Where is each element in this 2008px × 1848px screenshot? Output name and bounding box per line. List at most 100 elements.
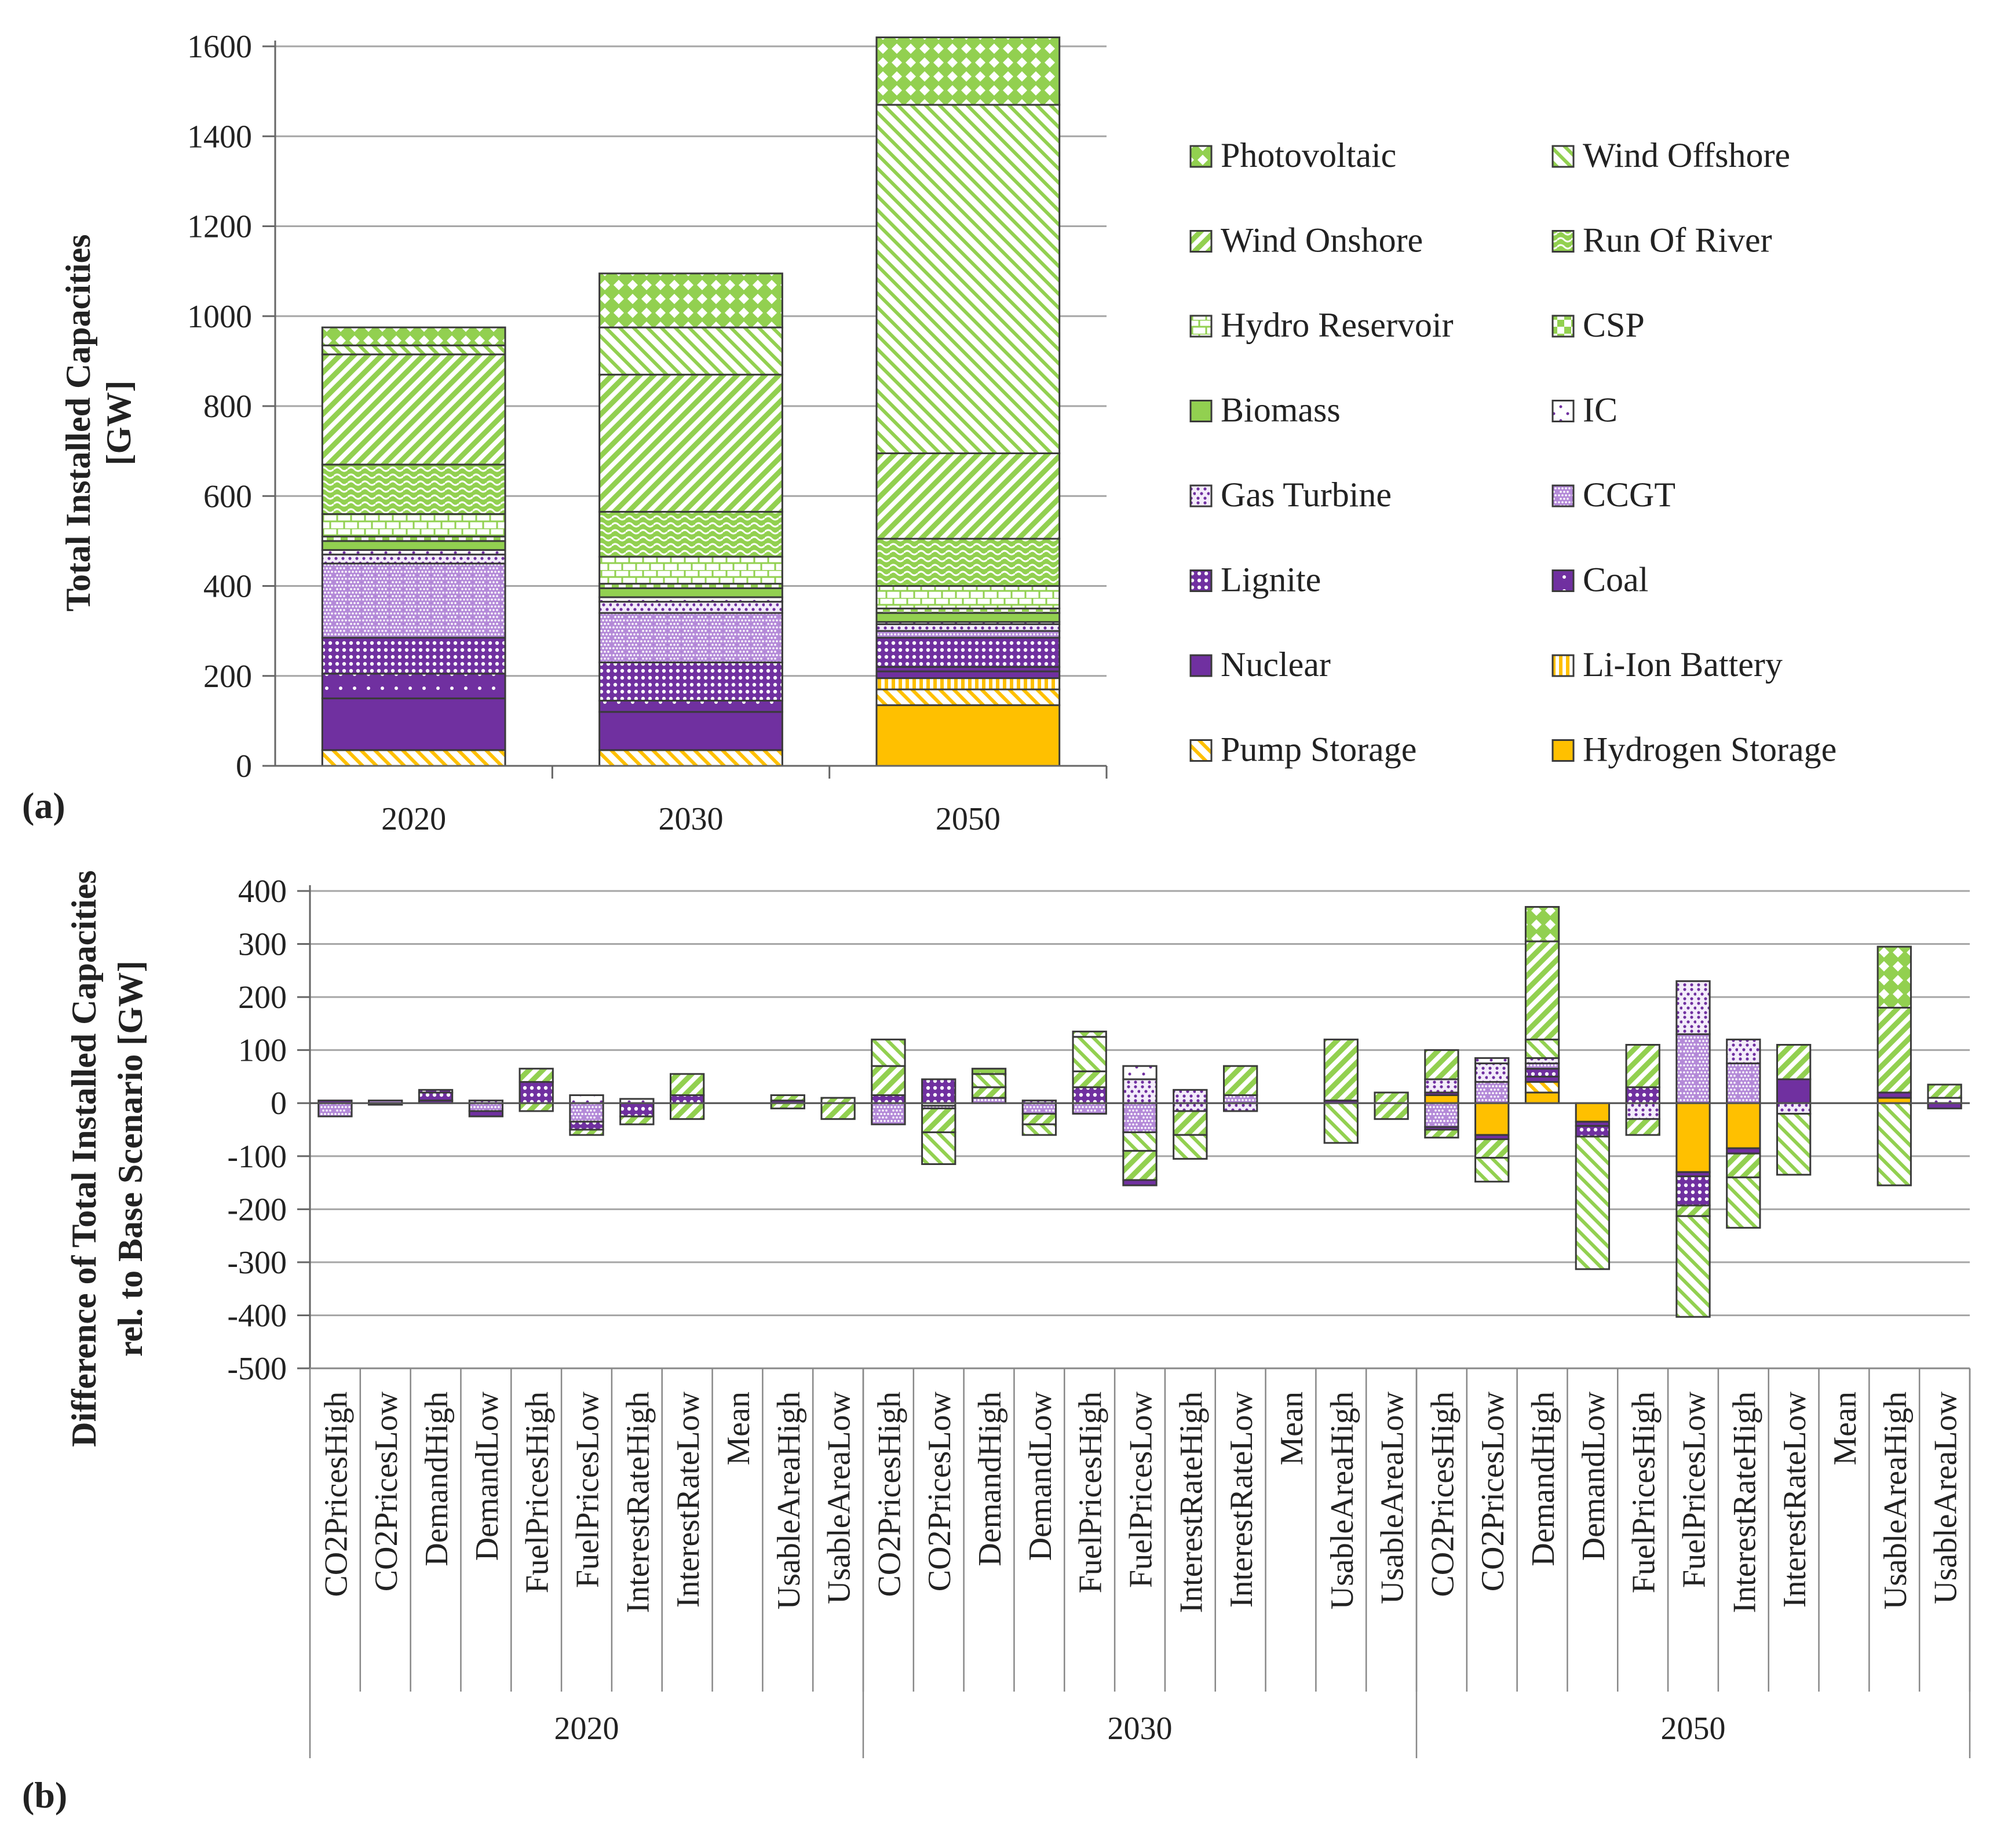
diff-bar-segment-won (1424, 1128, 1459, 1139)
diff-bar-segment-won (1876, 1006, 1912, 1094)
legend-label: CSP (1583, 306, 1645, 344)
x-tick-label-demandhigh-2020: DemandHigh (419, 1392, 455, 1566)
diff-bar-segment-h2 (1726, 1102, 1761, 1149)
diff-bar-segment-won (519, 1102, 554, 1112)
bar-segment-lig-2020 (321, 637, 506, 675)
bar-segment-lig-2030 (598, 661, 783, 702)
legend-item-ror: Run Of River (1551, 221, 1772, 260)
legend-swatch (1189, 484, 1213, 507)
diff-bar-segment-lig (1625, 1086, 1660, 1104)
diff-bar-segment-lig (921, 1078, 956, 1104)
diff-bar-segment-won (921, 1107, 956, 1134)
x-tick-label-usableareahigh-2020: UsableAreaHigh (771, 1392, 807, 1609)
legend-item-liion: Li-Ion Battery (1551, 645, 1783, 684)
legend-swatch (1551, 654, 1575, 677)
x-tick-label-interestratehigh-2030: InterestRateHigh (1173, 1392, 1209, 1613)
bar-segment-ror-2030 (598, 510, 783, 558)
y-tick-label: -100 (227, 1139, 287, 1175)
diff-bar-segment-won (1323, 1038, 1359, 1102)
legend-swatch (1189, 654, 1213, 677)
legend-swatch (1189, 400, 1213, 422)
bar-segment-ccgt-2030 (598, 612, 783, 663)
diff-bar-segment-woff (1524, 1038, 1560, 1059)
panel-a-ylabel: Total Installed Capacities (59, 234, 97, 611)
bar-segment-pv-2050 (875, 36, 1061, 106)
legend-item-woff: Wind Offshore (1551, 136, 1790, 174)
legend-item-lig: Lignite (1189, 561, 1321, 599)
diff-bar-segment-woff (1776, 1113, 1812, 1176)
diff-bar-segment-coal (418, 1089, 454, 1094)
diff-bar-segment-gt (1474, 1062, 1510, 1083)
bar-segment-liion-2050 (875, 677, 1061, 691)
x-tick-label-fuelpriceslow-2030: FuelPricesLow (1123, 1391, 1159, 1588)
legend-swatch (1551, 569, 1575, 592)
legend-label: Li-Ion Battery (1583, 645, 1783, 684)
diff-bar-segment-gt (1122, 1078, 1158, 1104)
diff-bar-segment-won (1173, 1110, 1208, 1136)
bar-segment-nuc-2030 (598, 711, 783, 751)
legend-item-hydro: Hydro Reservoir (1189, 306, 1454, 344)
legend-item-h2: Hydrogen Storage (1551, 731, 1837, 769)
group-label-2020: 2020 (554, 1711, 619, 1747)
diff-bar-segment-ccgt (1072, 1102, 1107, 1115)
x-tick-label-mean-2030: Mean (1274, 1392, 1310, 1466)
legend-label: Hydrogen Storage (1583, 731, 1837, 769)
bar-segment-hydro-2030 (598, 556, 783, 585)
x-tick-label-demandlow-2020: DemandLow (469, 1391, 505, 1561)
legend-item-pump: Pump Storage (1189, 731, 1416, 769)
legend-swatch (1551, 230, 1575, 253)
diff-bar-segment-lig (1575, 1125, 1611, 1138)
diff-bar-segment-woff (1474, 1157, 1510, 1183)
legend-item-nuc: Nuclear (1189, 645, 1331, 684)
diff-bar-segment-h2 (1575, 1102, 1611, 1123)
legend-swatch (1189, 230, 1213, 253)
legend-item-csp: CSP (1551, 306, 1645, 344)
bar-segment-bio-2020 (321, 540, 506, 551)
bar-segment-gt-2030 (598, 601, 783, 614)
x-tick-label-fuelpriceshigh-2030: FuelPricesHigh (1073, 1392, 1109, 1593)
legend-label: Run Of River (1583, 221, 1772, 260)
diff-bar-segment-lig (569, 1120, 604, 1131)
diff-bar-segment-won (971, 1086, 1007, 1099)
bar-segment-hydro-2050 (875, 585, 1061, 609)
diff-bar-segment-woff (871, 1038, 906, 1067)
x-tick-label-demandhigh-2030: DemandHigh (972, 1392, 1008, 1566)
diff-bar-segment-ccgt (1474, 1081, 1510, 1104)
legend-label: Coal (1583, 561, 1648, 599)
bar-segment-coal-2020 (321, 673, 506, 700)
diff-bar-segment-h2 (1675, 1102, 1711, 1173)
diff-bar-segment-gt (1675, 980, 1711, 1035)
bar-segment-won-2030 (598, 374, 783, 513)
x-tick-label-usablearealow-2030: UsableAreaLow (1375, 1391, 1411, 1604)
diff-bar-segment-won (519, 1068, 554, 1083)
diff-bar-segment-won (1675, 1204, 1711, 1217)
diff-bar-segment-woff (1021, 1123, 1057, 1136)
legend-item-ccgt: CCGT (1551, 476, 1675, 514)
diff-bar-segment-ccgt (468, 1102, 504, 1112)
diff-bar-segment-won (1927, 1083, 1962, 1099)
diff-bar-segment-won (820, 1102, 856, 1120)
diff-bar-segment-ccgt (317, 1102, 353, 1117)
diff-bar-segment-won (770, 1094, 805, 1102)
x-tick-label-demandhigh-2050: DemandHigh (1525, 1392, 1561, 1566)
diff-bar-segment-won (1524, 940, 1560, 1040)
x-tick-label-interestratehigh-2020: InterestRateHigh (620, 1392, 656, 1613)
bar-segment-gt-2020 (321, 553, 506, 565)
diff-bar-segment-woff (1876, 1102, 1912, 1186)
diff-bar-segment-woff (921, 1131, 956, 1166)
diff-bar-segment-ccgt (1122, 1102, 1158, 1134)
legend-label: CCGT (1583, 476, 1675, 514)
diff-bar-segment-woff (1575, 1135, 1611, 1270)
x-tick-label-demandlow-2030: DemandLow (1023, 1391, 1058, 1561)
diff-bar-segment-ccgt (1222, 1094, 1258, 1104)
diff-bar-segment-gt (1424, 1078, 1459, 1094)
legend-swatch (1551, 400, 1575, 422)
y-tick-label: 300 (238, 927, 287, 963)
bar-segment-nuc-2020 (321, 697, 506, 751)
bar-segment-won-2020 (321, 353, 506, 466)
diff-bar-segment-won (1122, 1150, 1158, 1181)
legend-label: Wind Offshore (1583, 136, 1790, 174)
diff-bar-segment-pump (1524, 1081, 1560, 1094)
y-tick-label: 400 (238, 874, 287, 910)
